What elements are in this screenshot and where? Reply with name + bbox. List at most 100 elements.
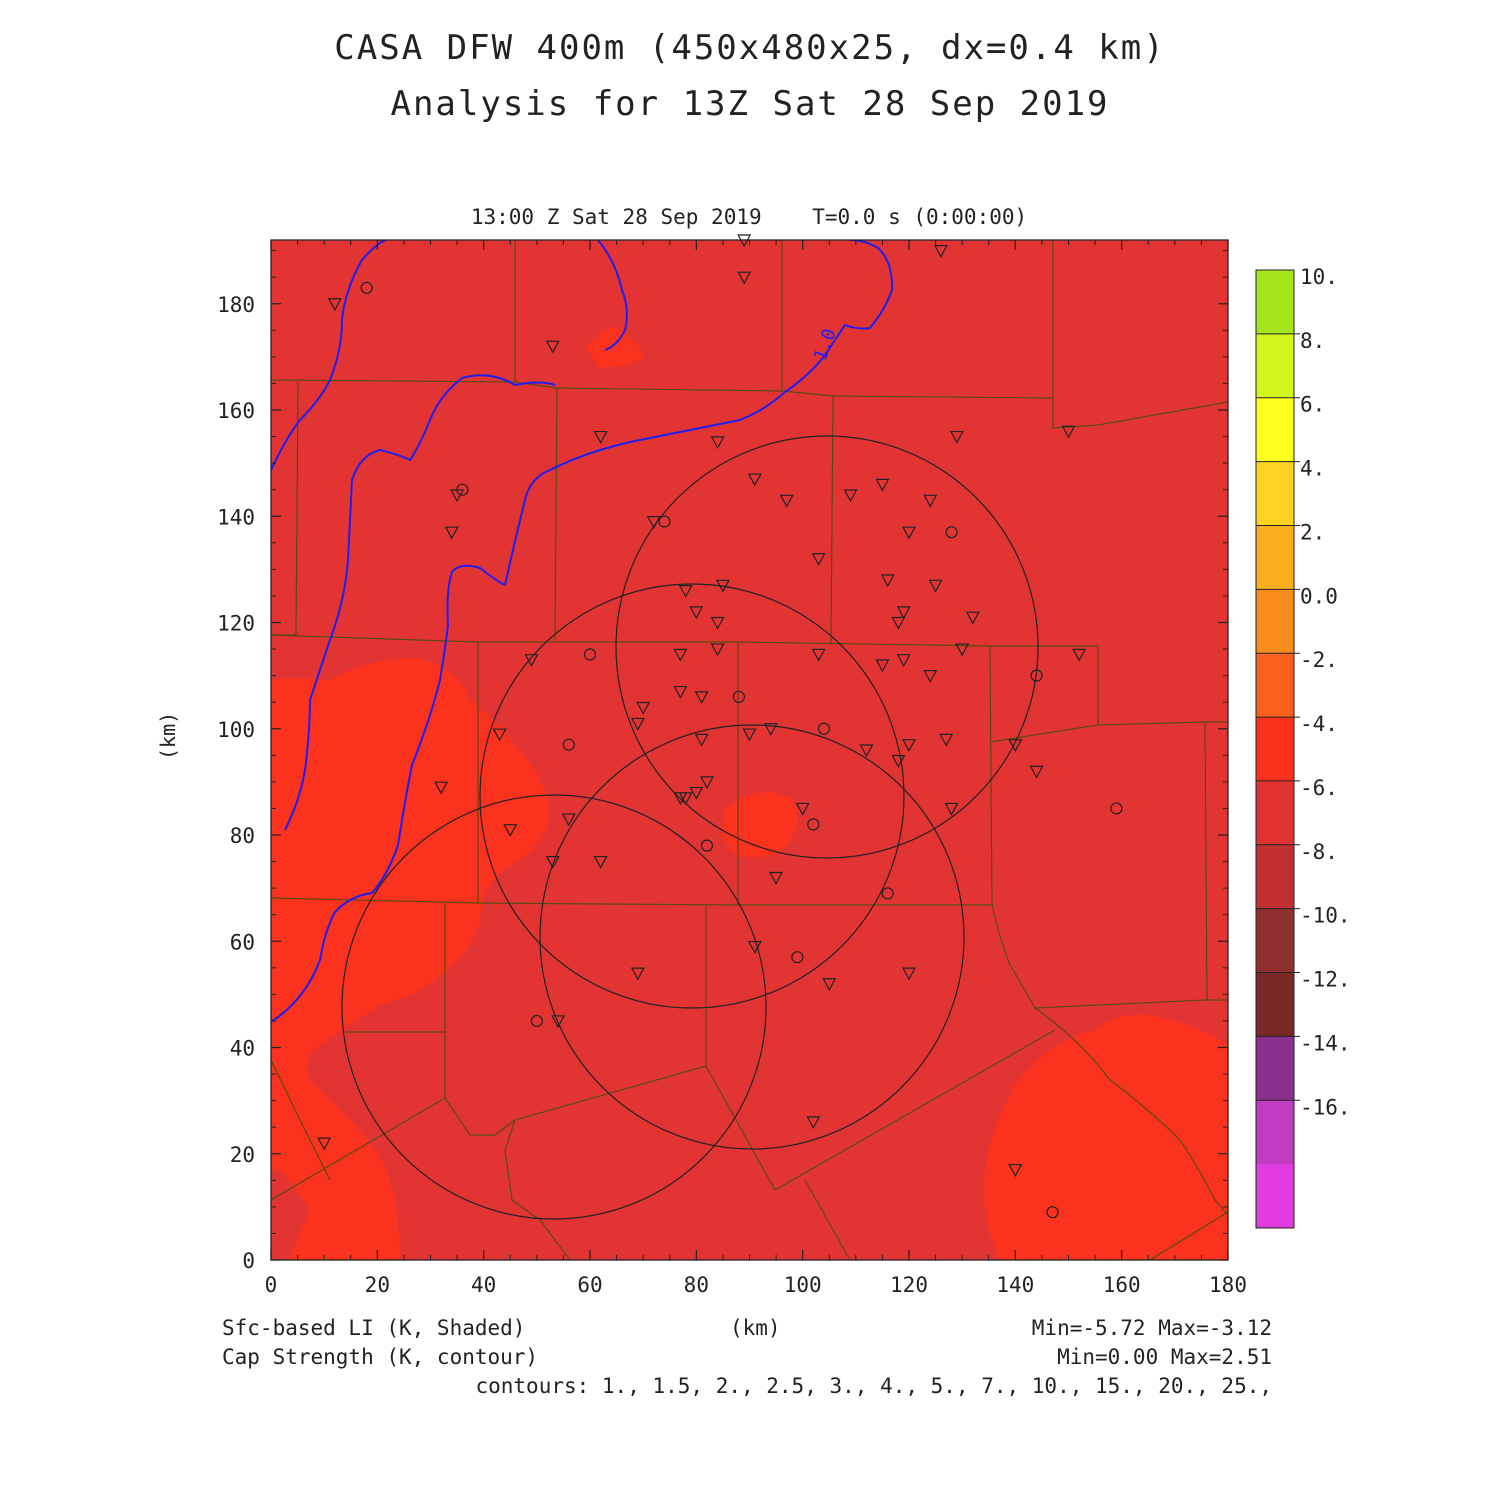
station-triangle-marker [944,802,959,816]
county-boundaries [271,240,1228,1260]
station-circle-marker [791,951,804,964]
station-triangle-marker [593,855,608,869]
station-triangle-marker [933,245,948,258]
station-markers [317,234,1123,1219]
station-triangle-marker [710,436,725,450]
station-triangle-marker [317,1137,332,1151]
station-circle-marker [530,1014,543,1028]
station-triangle-marker [636,701,651,715]
station-triangle-marker [896,654,911,667]
radar-ring-southwest [341,794,767,1220]
x-tick-label: 80 [684,1273,709,1297]
station-triangle-marker [880,574,895,588]
x-tick-label: 100 [784,1273,822,1297]
colorbar-swatch [1256,780,1294,846]
station-circle-marker [456,483,469,496]
footer-field-shaded-label: Sfc-based LI (K, Shaded) [222,1316,526,1340]
radar-ring-east [539,724,965,1150]
station-triangle-marker [901,739,917,752]
station-triangle-marker [492,728,507,742]
station-circle-marker [945,526,958,539]
station-triangle-marker [551,1015,566,1029]
x-tick-label: 40 [471,1273,496,1297]
colorbar: 10. 8. 6. 4. 2. 0.0 -2. -4. -6. -8. -10. -12. -14. -1… [1255,265,1351,1229]
contour-1-0-west [271,240,386,471]
station-triangle-marker [965,611,980,625]
colorbar-swatch [1256,1100,1294,1165]
colorbar-frame [1255,269,1295,1229]
station-circle-marker [562,738,575,751]
station-triangle-marker [1008,739,1023,752]
y-tick-label: 0 [242,1249,255,1273]
station-circle-marker [1046,1206,1059,1219]
y-tick-label: 160 [217,399,255,423]
colorbar-swatch [1256,589,1294,654]
station-triangle-marker [561,813,576,827]
station-triangle-marker [710,643,725,657]
plot-axes: 0 20 40 60 80 100 120 140 160 180 0 20 40 60 80 100 120 1… [217,240,1247,1297]
colorbar-swatch [1256,1036,1294,1101]
station-circle-marker [817,722,831,735]
cap-strength-contour [271,240,894,1023]
colorbar-label: -2. [1300,648,1338,672]
station-triangle-marker [1029,765,1044,779]
station-triangle-marker [673,685,688,699]
x-tick-label: 140 [996,1273,1034,1297]
station-triangle-marker [822,978,837,992]
x-tick-label: 160 [1103,1273,1141,1297]
station-triangle-marker [795,802,810,816]
station-triangle-marker [434,781,449,795]
footer-field-contour-label: Cap Strength (K, contour) [222,1345,539,1369]
station-triangle-marker [524,654,539,667]
contour-1-0-northeast [597,240,628,351]
colorbar-swatch [1256,461,1294,526]
station-triangle-marker [646,515,661,529]
station-triangle-marker [769,871,784,885]
station-circle-marker [807,818,820,831]
station-triangle-marker [630,967,645,981]
station-triangle-marker [763,723,778,737]
station-triangle-marker [747,473,762,487]
colorbar-label: -4. [1300,712,1338,736]
plot-time-label: 13:00 Z Sat 28 Sep 2019 T=0.0 s (0:00:00… [470,205,1028,229]
station-triangle-marker [327,298,342,312]
station-triangle-marker [901,526,917,540]
footer-contour-levels: contours: 1., 1.5, 2., 2.5, 3., 4., 5., … [475,1374,1272,1398]
y-tick-label: 40 [230,1037,255,1061]
station-triangle-marker [806,1116,821,1130]
footer-li-min-max: Min=-5.72 Max=-3.12 [1031,1316,1272,1340]
x-tick-label: 0 [265,1273,278,1297]
colorbar-swatch [1256,908,1294,974]
colorbar-swatch [1256,525,1294,590]
station-triangle-marker [875,659,890,673]
station-triangle-marker [742,728,757,742]
colorbar-label: 4. [1300,457,1325,481]
contour-1-0 [271,240,894,1023]
station-triangle-marker [891,616,906,630]
station-triangle-marker [694,691,709,705]
station-triangle-marker [503,824,518,837]
station-triangle-marker [689,786,704,800]
station-triangle-marker [715,579,730,593]
station-triangle-marker [1072,648,1087,662]
warm-patch-east [983,1014,1228,1260]
radar-ring-center [479,583,905,1009]
station-circle-marker [732,690,745,703]
colorbar-label: 8. [1300,329,1325,353]
colorbar-label: 6. [1300,393,1325,417]
station-triangle-marker [545,340,560,354]
x-axis-label: (km) [730,1316,781,1340]
colorbar-swatch [1256,1164,1294,1229]
station-circle-marker [1030,669,1043,682]
station-triangle-marker [811,553,826,567]
station-triangle-marker [779,494,794,508]
station-circle-marker [360,281,373,294]
station-circle-marker [658,515,671,528]
station-circle-marker [881,887,894,900]
colorbar-swatch [1256,972,1294,1037]
station-circle-marker [700,839,714,852]
colorbar-swatch [1256,270,1294,335]
station-triangle-marker [699,776,714,790]
colorbar-swatch [1256,717,1294,782]
